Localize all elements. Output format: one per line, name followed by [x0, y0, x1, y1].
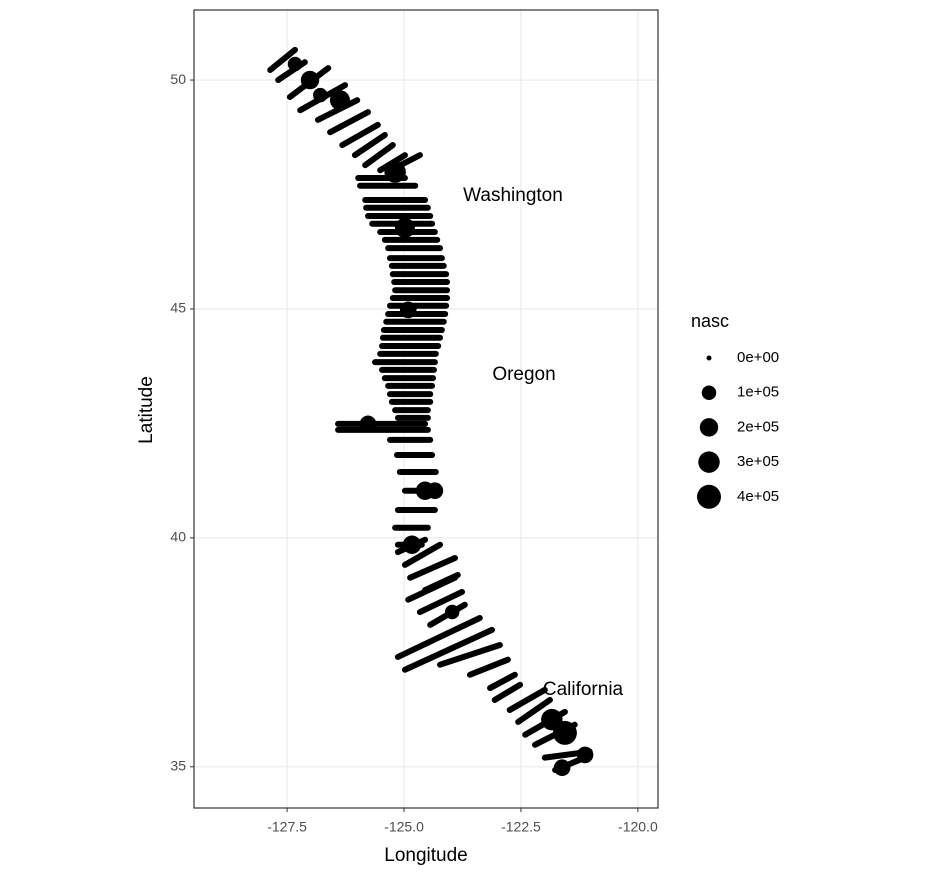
- transect: [267, 46, 299, 73]
- transect: [466, 656, 511, 678]
- transect: [362, 142, 396, 169]
- transect: [437, 642, 503, 668]
- transect: [401, 541, 444, 568]
- x-tick-label: -127.5: [267, 819, 307, 835]
- x-tick-label: -120.0: [618, 819, 658, 835]
- nasc-point: [313, 87, 328, 103]
- panel-border: [193, 9, 659, 809]
- y-tick-label: 40: [170, 529, 186, 545]
- y-axis-title: Latitude: [136, 376, 157, 444]
- transect: [314, 97, 361, 123]
- transect: [407, 555, 458, 581]
- transect: [339, 121, 381, 149]
- nasc-point: [552, 720, 577, 745]
- nasc-point: [399, 301, 417, 319]
- legend-key: [697, 484, 721, 509]
- transect: [405, 574, 458, 603]
- marks-layer: [267, 46, 594, 777]
- x-tick-label: -125.0: [384, 819, 424, 835]
- legend-label: 0e+00: [737, 349, 779, 366]
- y-tick-label: 35: [170, 757, 186, 773]
- legend-label: 2e+05: [737, 418, 779, 435]
- y-tick-label: 50: [170, 71, 186, 87]
- transect: [506, 686, 548, 714]
- legend-label: 1e+05: [737, 384, 779, 401]
- transect: [416, 588, 466, 616]
- transect: [491, 681, 524, 703]
- nasc-point: [553, 759, 571, 777]
- state-label: Washington: [463, 185, 563, 206]
- nasc-point: [576, 746, 594, 764]
- nasc-point: [426, 482, 444, 500]
- legend-label: 3e+05: [737, 453, 779, 470]
- transect: [351, 131, 388, 159]
- transect: [401, 626, 495, 673]
- state-label: California: [543, 679, 624, 700]
- nasc-point: [444, 604, 460, 620]
- transect: [515, 696, 553, 725]
- nasc-point: [402, 535, 422, 554]
- nasc-point: [384, 161, 406, 183]
- x-tick-label: -122.5: [501, 819, 541, 835]
- transect: [394, 615, 483, 660]
- nasc-point: [329, 90, 350, 111]
- y-tick-label: 45: [170, 300, 186, 316]
- nasc-point: [287, 56, 303, 72]
- legend-title: nasc: [691, 311, 729, 331]
- legend-key: [706, 355, 712, 361]
- nasc-point: [300, 70, 320, 90]
- nasc-point: [359, 415, 377, 433]
- transect: [327, 109, 371, 136]
- transect: [487, 671, 518, 692]
- legend-key: [699, 418, 719, 437]
- legend-label: 4e+05: [737, 488, 779, 505]
- legend-key: [701, 385, 717, 400]
- x-axis-title: Longitude: [384, 845, 467, 866]
- nasc-point: [394, 217, 415, 238]
- state-label: Oregon: [492, 364, 555, 385]
- legend-key: [698, 451, 720, 473]
